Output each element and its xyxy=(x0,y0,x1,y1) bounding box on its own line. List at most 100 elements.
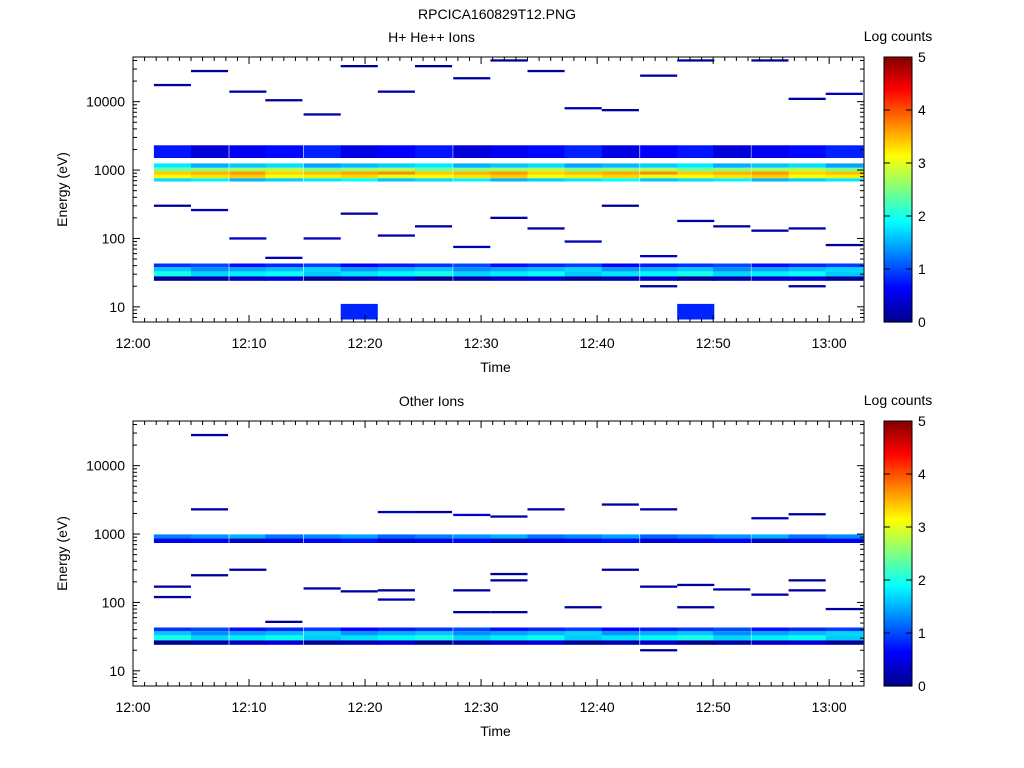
panel-title: H+ He++ Ions xyxy=(388,29,475,45)
heatmap-cell xyxy=(415,271,453,277)
heatmap-cell xyxy=(713,167,751,172)
colorbar-step xyxy=(884,260,912,263)
heatmap-cell xyxy=(490,534,529,539)
heatmap-cell xyxy=(340,538,379,543)
colorbar-step xyxy=(884,174,912,177)
heatmap-cell xyxy=(340,631,379,636)
colorbar-step xyxy=(884,681,912,685)
colorbar-step xyxy=(884,266,912,270)
colorbar-step xyxy=(884,485,912,488)
heatmap-cell xyxy=(377,267,416,272)
heatmap-cell xyxy=(564,178,603,182)
heatmap-cell xyxy=(564,107,602,110)
colorbar-step xyxy=(884,533,912,537)
heatmap-cell xyxy=(415,65,453,68)
heatmap-cell xyxy=(601,167,640,172)
colorbar-step xyxy=(884,299,912,303)
colorbar-step xyxy=(884,81,912,85)
y-tick-label: 100 xyxy=(102,594,126,610)
heatmap-cell xyxy=(788,167,827,172)
heatmap-cell xyxy=(229,538,267,543)
heatmap-cell xyxy=(527,640,566,645)
heatmap-cell xyxy=(677,178,715,182)
colorbar-step xyxy=(884,171,912,175)
heatmap-cell xyxy=(490,538,529,543)
colorbar-step xyxy=(884,255,912,259)
heatmap-cell xyxy=(751,593,789,596)
colorbar-step xyxy=(884,262,912,266)
heatmap-cell xyxy=(303,640,342,645)
heatmap-cell xyxy=(490,640,529,645)
heatmap-cell xyxy=(825,145,864,158)
heatmap-cell xyxy=(153,271,192,277)
heatmap-cell xyxy=(825,92,863,95)
colorbar-step xyxy=(884,132,912,135)
heatmap-cell xyxy=(303,167,342,172)
heatmap-cell xyxy=(825,267,864,272)
x-tick-label: 12:20 xyxy=(348,699,383,715)
heatmap-cell xyxy=(713,171,751,175)
heatmap-cell xyxy=(640,285,678,288)
colorbar-step xyxy=(884,670,912,674)
heatmap-cell xyxy=(415,635,453,641)
heatmap-cell xyxy=(601,178,640,182)
heatmap-cell xyxy=(453,178,491,182)
x-axis-label: Time xyxy=(480,723,511,739)
x-axis: 12:00 12:10 12:20 12:30 12:40 12:50 13:00 Time xyxy=(115,421,865,739)
colorbar-step xyxy=(884,606,912,610)
heatmap-cell xyxy=(677,163,715,168)
heatmap-cell xyxy=(527,271,566,277)
colorbar-step xyxy=(884,246,912,250)
heatmap-cell xyxy=(229,568,267,571)
heatmap-cell xyxy=(751,167,790,172)
heatmap-cell xyxy=(229,163,267,168)
heatmap-cell xyxy=(340,171,379,175)
heatmap-cell xyxy=(303,163,342,168)
heatmap-cell xyxy=(677,303,715,320)
colorbar-step xyxy=(884,209,912,213)
heatmap-cell xyxy=(564,271,603,277)
colorbar-step xyxy=(884,68,912,71)
colorbar-step xyxy=(884,451,912,455)
colorbar-step xyxy=(884,648,912,652)
colorbar-step xyxy=(884,235,912,239)
heatmap-cell xyxy=(453,174,491,179)
x-tick-label: 12:30 xyxy=(464,335,499,351)
heatmap-cell xyxy=(340,635,379,641)
colorbar-step xyxy=(884,273,912,277)
heatmap-cell xyxy=(265,534,303,539)
heatmap-cell xyxy=(564,276,603,281)
colorbar-step xyxy=(884,96,912,100)
colorbar-step xyxy=(884,597,912,601)
colorbar-step xyxy=(884,140,912,144)
heatmap-cell xyxy=(564,163,603,168)
colorbar-step xyxy=(884,114,912,118)
colorbar-step xyxy=(884,160,912,164)
colorbar-step xyxy=(884,610,912,614)
heatmap-cell xyxy=(713,631,751,636)
colorbar-step xyxy=(884,443,912,446)
heatmap-cell xyxy=(453,271,491,277)
heatmap-cell xyxy=(825,607,863,611)
heatmap-cell xyxy=(377,90,415,93)
colorbar-step xyxy=(884,286,912,290)
colorbar-step xyxy=(884,504,912,508)
colorbar-step xyxy=(884,72,912,76)
colorbar-step xyxy=(884,633,912,636)
heatmap-cell xyxy=(751,178,790,182)
colorbar-step xyxy=(884,264,912,268)
heatmap-cell xyxy=(713,145,751,158)
heatmap-cell xyxy=(564,538,603,543)
heatmap-cell xyxy=(340,303,378,320)
x-tick-label: 12:50 xyxy=(696,699,731,715)
heatmap-cell xyxy=(640,167,678,172)
colorbar-step xyxy=(884,59,912,63)
heatmap-cell xyxy=(415,263,453,268)
colorbar-step xyxy=(884,615,912,619)
x-tick-label: 12:00 xyxy=(115,699,150,715)
heatmap-cell xyxy=(303,276,342,281)
heatmap-cell xyxy=(265,174,303,179)
heatmap-cell xyxy=(191,534,229,539)
colorbar-step xyxy=(884,557,912,561)
y-axis-label: Energy (eV) xyxy=(54,516,70,591)
